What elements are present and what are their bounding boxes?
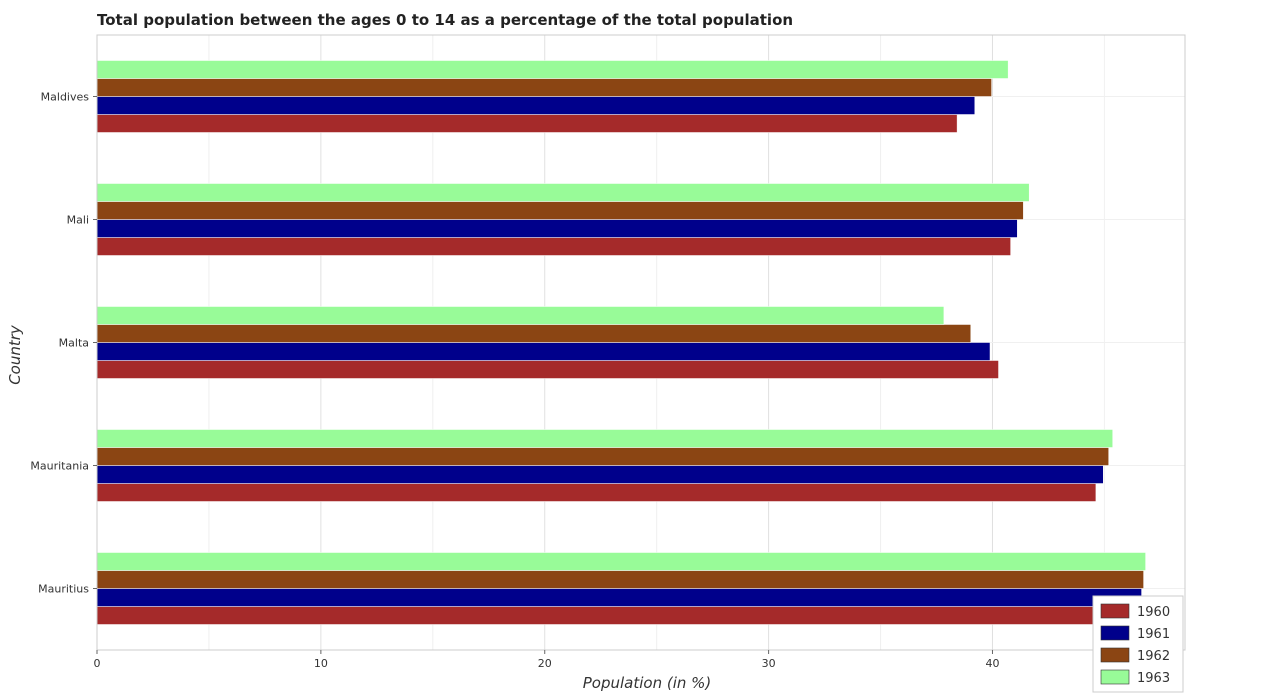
- bar: [96, 360, 999, 379]
- bar: [96, 570, 1144, 589]
- bar: [96, 183, 1030, 202]
- bars-layer: [96, 60, 1146, 625]
- bar: [96, 606, 1141, 625]
- x-axis-label: Population (in %): [583, 674, 712, 692]
- bar: [96, 96, 976, 115]
- bar: [96, 465, 1104, 484]
- bar: [96, 429, 1113, 448]
- bar: [96, 237, 1011, 256]
- bar: [96, 201, 1024, 220]
- bar: [96, 306, 945, 325]
- bar: [96, 60, 1009, 79]
- legend-swatch: [1100, 603, 1130, 619]
- bar: [96, 114, 958, 133]
- x-tick-label: 20: [538, 657, 552, 670]
- y-tick-label: Mauritania: [30, 460, 89, 473]
- y-tick-label: Maldives: [41, 91, 90, 104]
- bar: [96, 447, 1109, 466]
- legend-label: 1962: [1137, 649, 1170, 664]
- x-tick-label: 10: [314, 657, 328, 670]
- x-axis-ticks: 0 10 20 30 40: [94, 650, 999, 670]
- x-tick-label: 30: [762, 657, 776, 670]
- y-axis-ticks: Maldives Mali Malta Mauritania Mauritius: [30, 91, 97, 596]
- x-tick-label: 0: [94, 657, 101, 670]
- y-tick-label: Mali: [67, 214, 89, 227]
- bar: [96, 342, 991, 361]
- bar: [96, 78, 992, 97]
- legend: 1960 1961 1962 1963: [1092, 595, 1184, 693]
- legend-label: 1960: [1137, 605, 1170, 620]
- bar: [96, 324, 972, 343]
- legend-label: 1961: [1137, 627, 1170, 642]
- chart-title: Total population between the ages 0 to 1…: [97, 11, 793, 29]
- bar: [96, 483, 1097, 502]
- legend-swatch: [1100, 647, 1130, 663]
- legend-swatch: [1100, 625, 1130, 641]
- x-tick-label: 40: [985, 657, 999, 670]
- legend-label: 1963: [1137, 671, 1170, 686]
- bar: [96, 219, 1018, 238]
- bar: [96, 552, 1146, 571]
- bar: [96, 588, 1142, 607]
- y-tick-label: Malta: [59, 337, 89, 350]
- y-tick-label: Mauritius: [38, 583, 89, 596]
- y-axis-label: Country: [6, 324, 24, 385]
- legend-swatch: [1100, 669, 1130, 685]
